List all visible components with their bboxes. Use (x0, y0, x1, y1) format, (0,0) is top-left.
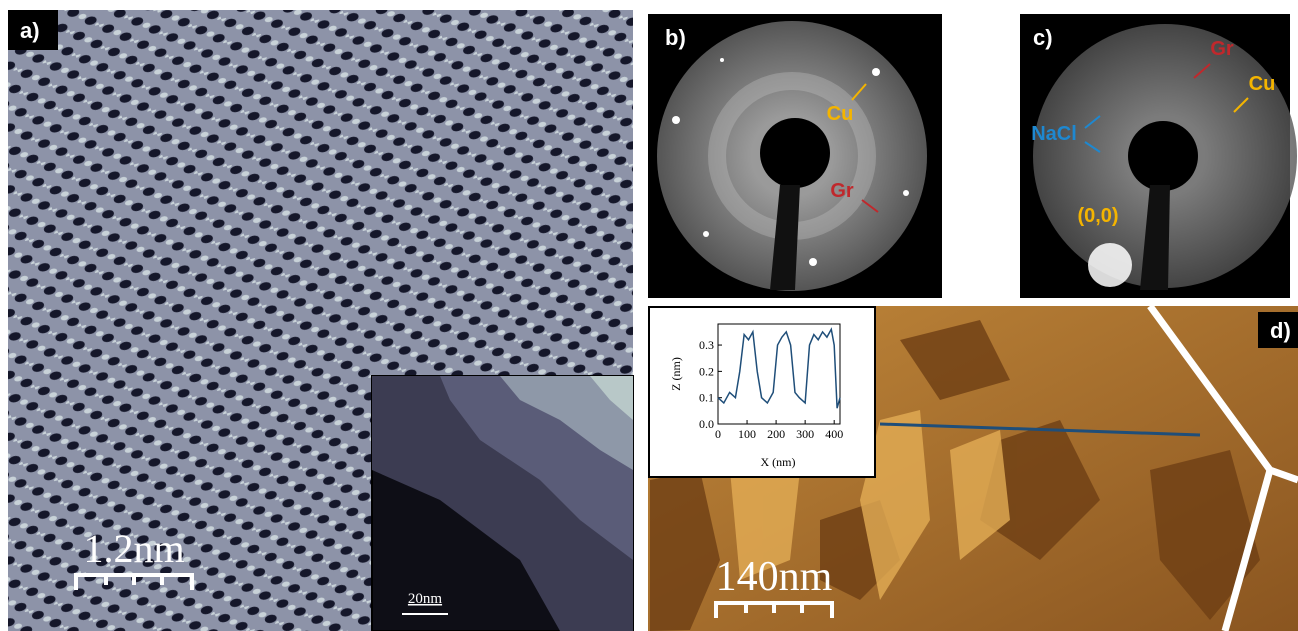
gun (1128, 121, 1198, 191)
panel-label: c) (1033, 25, 1053, 50)
panel-label: b) (665, 25, 686, 50)
annotation: NaCl (1031, 123, 1077, 145)
inset-scale-label: 20nm (408, 591, 443, 607)
inset-chart (649, 307, 875, 477)
x-tick-label: 300 (796, 427, 814, 441)
annotation: Cu (1249, 73, 1276, 95)
annotation: Gr (1210, 38, 1234, 60)
y-tick-label: 0.2 (699, 364, 714, 378)
y-tick-label: 0.3 (699, 338, 714, 352)
annotation: Cu (827, 103, 854, 125)
figure: a) 1.2nm 20nm b) Cu Gr c) Gr Cu NaCl (0,… (0, 0, 1298, 631)
x-axis-label: X (nm) (761, 455, 796, 469)
scale-label: 140nm (716, 554, 833, 600)
x-tick-label: 200 (767, 427, 785, 441)
annotation: Gr (830, 180, 854, 202)
panel-label: a) (20, 18, 40, 43)
scale-label: 1.2nm (83, 526, 184, 571)
y-axis-label: Z (nm) (669, 357, 683, 391)
panel-label: d) (1270, 318, 1291, 343)
spot (1088, 243, 1132, 287)
gun (760, 118, 830, 188)
x-tick-label: 100 (738, 427, 756, 441)
x-tick-label: 0 (715, 427, 721, 441)
y-tick-label: 0.1 (699, 391, 714, 405)
page: a) 1.2nm 20nm b) Cu Gr c) Gr Cu NaCl (0,… (0, 0, 1298, 631)
x-tick-label: 400 (825, 427, 843, 441)
annotation: (0,0) (1077, 205, 1118, 227)
y-tick-label: 0.0 (699, 417, 714, 431)
